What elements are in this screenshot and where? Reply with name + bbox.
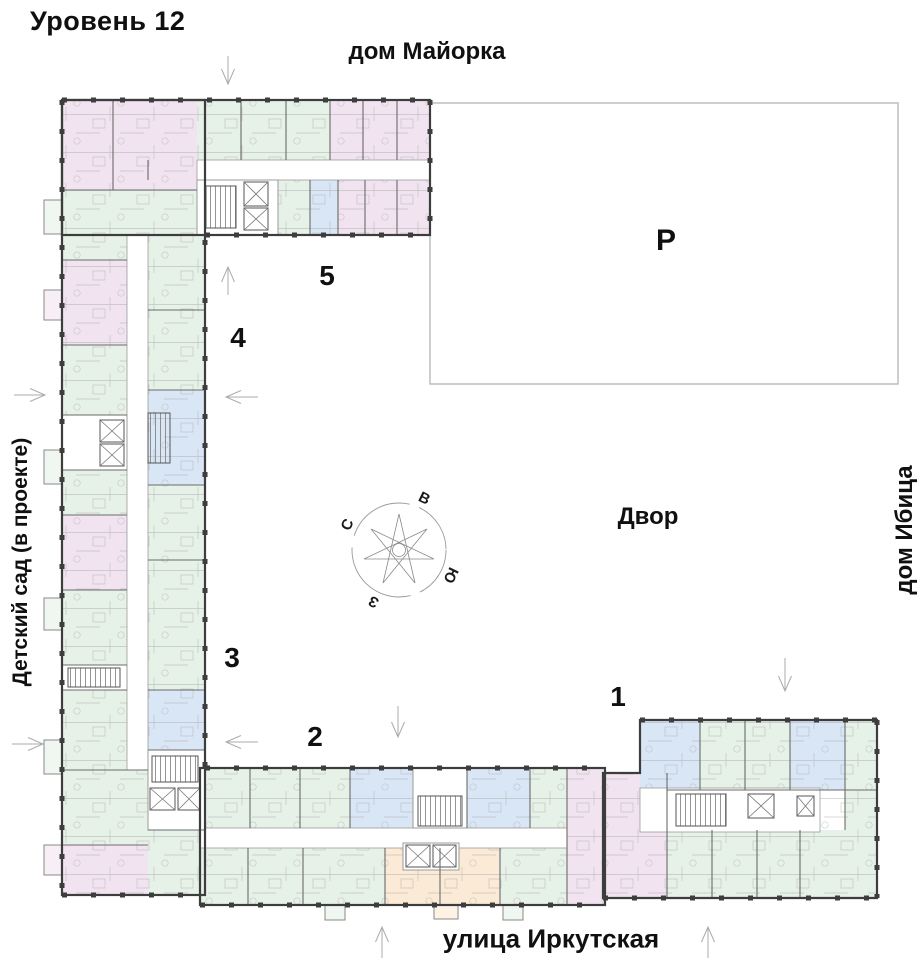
- parking-label: Р: [655, 224, 677, 257]
- arrow-up-street-1: [375, 925, 389, 958]
- entrance-arrows: [12, 56, 792, 958]
- balconies: [43, 199, 524, 921]
- compass-star: [363, 513, 435, 584]
- section-label-1: 1: [610, 681, 626, 712]
- parking-area: [429, 102, 899, 385]
- compass-rose: С В Ю З: [338, 489, 462, 612]
- corridors: [126, 159, 821, 849]
- compass-south-label: Ю: [439, 565, 461, 586]
- unit-dividers: [62, 100, 877, 905]
- section-label-5: 5: [319, 260, 335, 291]
- arrow-up-courtyard: [221, 265, 235, 295]
- arrow-up-street-2: [701, 925, 715, 958]
- section-label-3: 3: [224, 642, 240, 673]
- facade-window-ticks: [59, 97, 880, 908]
- street-label: улица Иркутская: [442, 923, 660, 954]
- arrow-left-mid: [224, 390, 258, 404]
- kindergarten-label: Детский сад (в проекте): [9, 437, 32, 687]
- section-label-4: 4: [230, 322, 246, 353]
- compass-north-label: С: [338, 516, 358, 533]
- page-title: Уровень 12: [30, 6, 186, 36]
- right-building-label: дом Ибица: [891, 465, 918, 595]
- compass-west-label: З: [366, 592, 382, 611]
- arrow-down-right: [778, 658, 792, 693]
- arrow-down-courtyard: [391, 706, 405, 739]
- compass-east-label: В: [416, 489, 433, 509]
- section-label-2: 2: [307, 721, 323, 752]
- arrow-right-kindergarten-1: [14, 388, 47, 402]
- elevator-stair-cores: [61, 179, 815, 871]
- top-building-label: дом Майорка: [348, 38, 506, 65]
- arrow-down-top: [221, 56, 235, 86]
- arrow-right-kindergarten-2: [12, 737, 45, 751]
- courtyard-label: Двор: [617, 503, 679, 530]
- arrow-left-low: [224, 735, 258, 749]
